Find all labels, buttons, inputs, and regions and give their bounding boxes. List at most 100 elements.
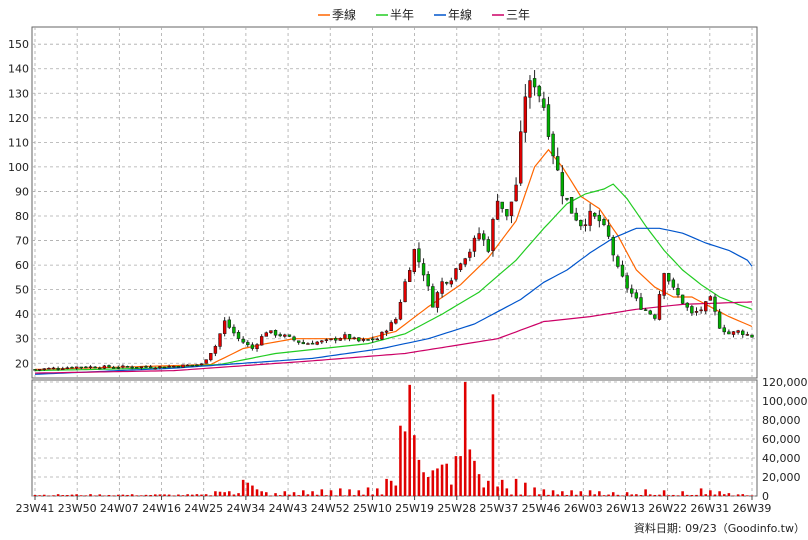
candle-body [380, 331, 384, 340]
volume-bar [42, 494, 46, 496]
volume-bar [93, 495, 97, 496]
candle-body [162, 366, 167, 369]
candle-body [574, 212, 578, 221]
candle-body [213, 346, 218, 354]
candle-body [472, 237, 477, 252]
candle-body [116, 367, 120, 369]
volume-bar [417, 459, 421, 496]
candle-body [375, 338, 380, 341]
candle-body [79, 366, 83, 369]
candle-body [84, 366, 88, 369]
candle-body [93, 366, 97, 369]
volume-bar [33, 495, 37, 496]
candle-body [551, 133, 555, 157]
x-tick-label: 26W03 [564, 502, 603, 515]
candle-body [394, 319, 398, 324]
volume-bar [144, 494, 148, 496]
volume-bar [510, 494, 513, 496]
volume-bar [246, 482, 250, 496]
candle-body [61, 368, 65, 370]
volume-bar [223, 492, 226, 496]
candle-body [347, 334, 352, 340]
volume-bar [685, 494, 689, 496]
candlesticks [33, 70, 754, 372]
candle-body [620, 264, 625, 277]
candle-body [417, 248, 421, 263]
candle-body [403, 281, 407, 303]
candle-body [680, 294, 685, 304]
candle-body [352, 337, 356, 339]
candle-body [505, 209, 509, 217]
candle-body [477, 233, 481, 240]
candle-body [597, 214, 602, 222]
candle-body [37, 369, 42, 371]
candle-body [727, 331, 731, 335]
candle-body [227, 319, 231, 328]
volume-bar [473, 460, 476, 496]
x-tick-label: 25W10 [353, 502, 392, 515]
volume-bar [181, 495, 185, 496]
price-tick-label: 70 [15, 235, 29, 248]
x-tick-label: 24W43 [269, 502, 308, 515]
candle-body [486, 239, 491, 252]
legend: 季線 半年 年線 三年 [318, 7, 530, 22]
candle-body [407, 270, 412, 282]
candle-body [454, 268, 458, 280]
volume-bar [190, 494, 194, 496]
volume-bar [727, 493, 731, 496]
candle-body [588, 210, 592, 226]
candle-body [111, 367, 116, 369]
candle-body [671, 279, 676, 288]
volume-bar [389, 480, 393, 496]
candle-body [384, 330, 389, 333]
volume-bar [214, 491, 217, 496]
candle-body [158, 366, 162, 369]
volume-bar [648, 494, 652, 496]
volume-bar [533, 487, 536, 496]
volume-bar [237, 493, 240, 496]
volume-bar [38, 495, 41, 496]
candle-body [532, 78, 537, 88]
candle-body [569, 197, 574, 214]
candle-body [611, 237, 615, 256]
price-tick-label: 130 [8, 87, 29, 100]
volume-bar [505, 488, 509, 496]
x-tick-label: 26W39 [733, 502, 772, 515]
volume-bar [52, 495, 55, 496]
volume-bar [288, 494, 291, 496]
price-tick-label: 30 [15, 333, 29, 346]
volume-bar [121, 494, 125, 496]
volume-bar [200, 494, 203, 496]
x-tick-label: 26W13 [606, 502, 645, 515]
volume-bar [399, 425, 402, 496]
candle-body [246, 342, 250, 345]
volume-bar [153, 494, 157, 496]
candle-body [301, 342, 305, 345]
candle-body [662, 273, 666, 296]
candle-body [185, 364, 190, 367]
volume-bar [366, 487, 370, 496]
candle-body [630, 288, 634, 294]
x-tick-label: 24W34 [226, 502, 265, 515]
volume-bar [348, 489, 351, 496]
candle-body [320, 340, 324, 343]
candle-body [736, 330, 740, 333]
candle-body [269, 330, 273, 333]
volume-bar [394, 485, 398, 496]
volume-bar [570, 490, 573, 496]
volume-bar [459, 456, 462, 496]
volume-bar [75, 494, 78, 496]
candle-body [625, 275, 629, 289]
candle-body [361, 339, 366, 341]
volume-tick-label: 0 [762, 490, 769, 503]
volume-bar [574, 494, 578, 496]
candle-body [643, 309, 648, 311]
volume-bar [209, 495, 213, 496]
candle-body [463, 258, 467, 265]
volume-bar [204, 494, 208, 496]
candle-body [717, 311, 722, 329]
candle-body [255, 344, 259, 349]
volume-bar [477, 474, 481, 496]
volume-bar [343, 495, 347, 496]
price-panel: 20 30 40 50 60 70 80 90 100 110 120 130 140 150 [8, 26, 758, 379]
